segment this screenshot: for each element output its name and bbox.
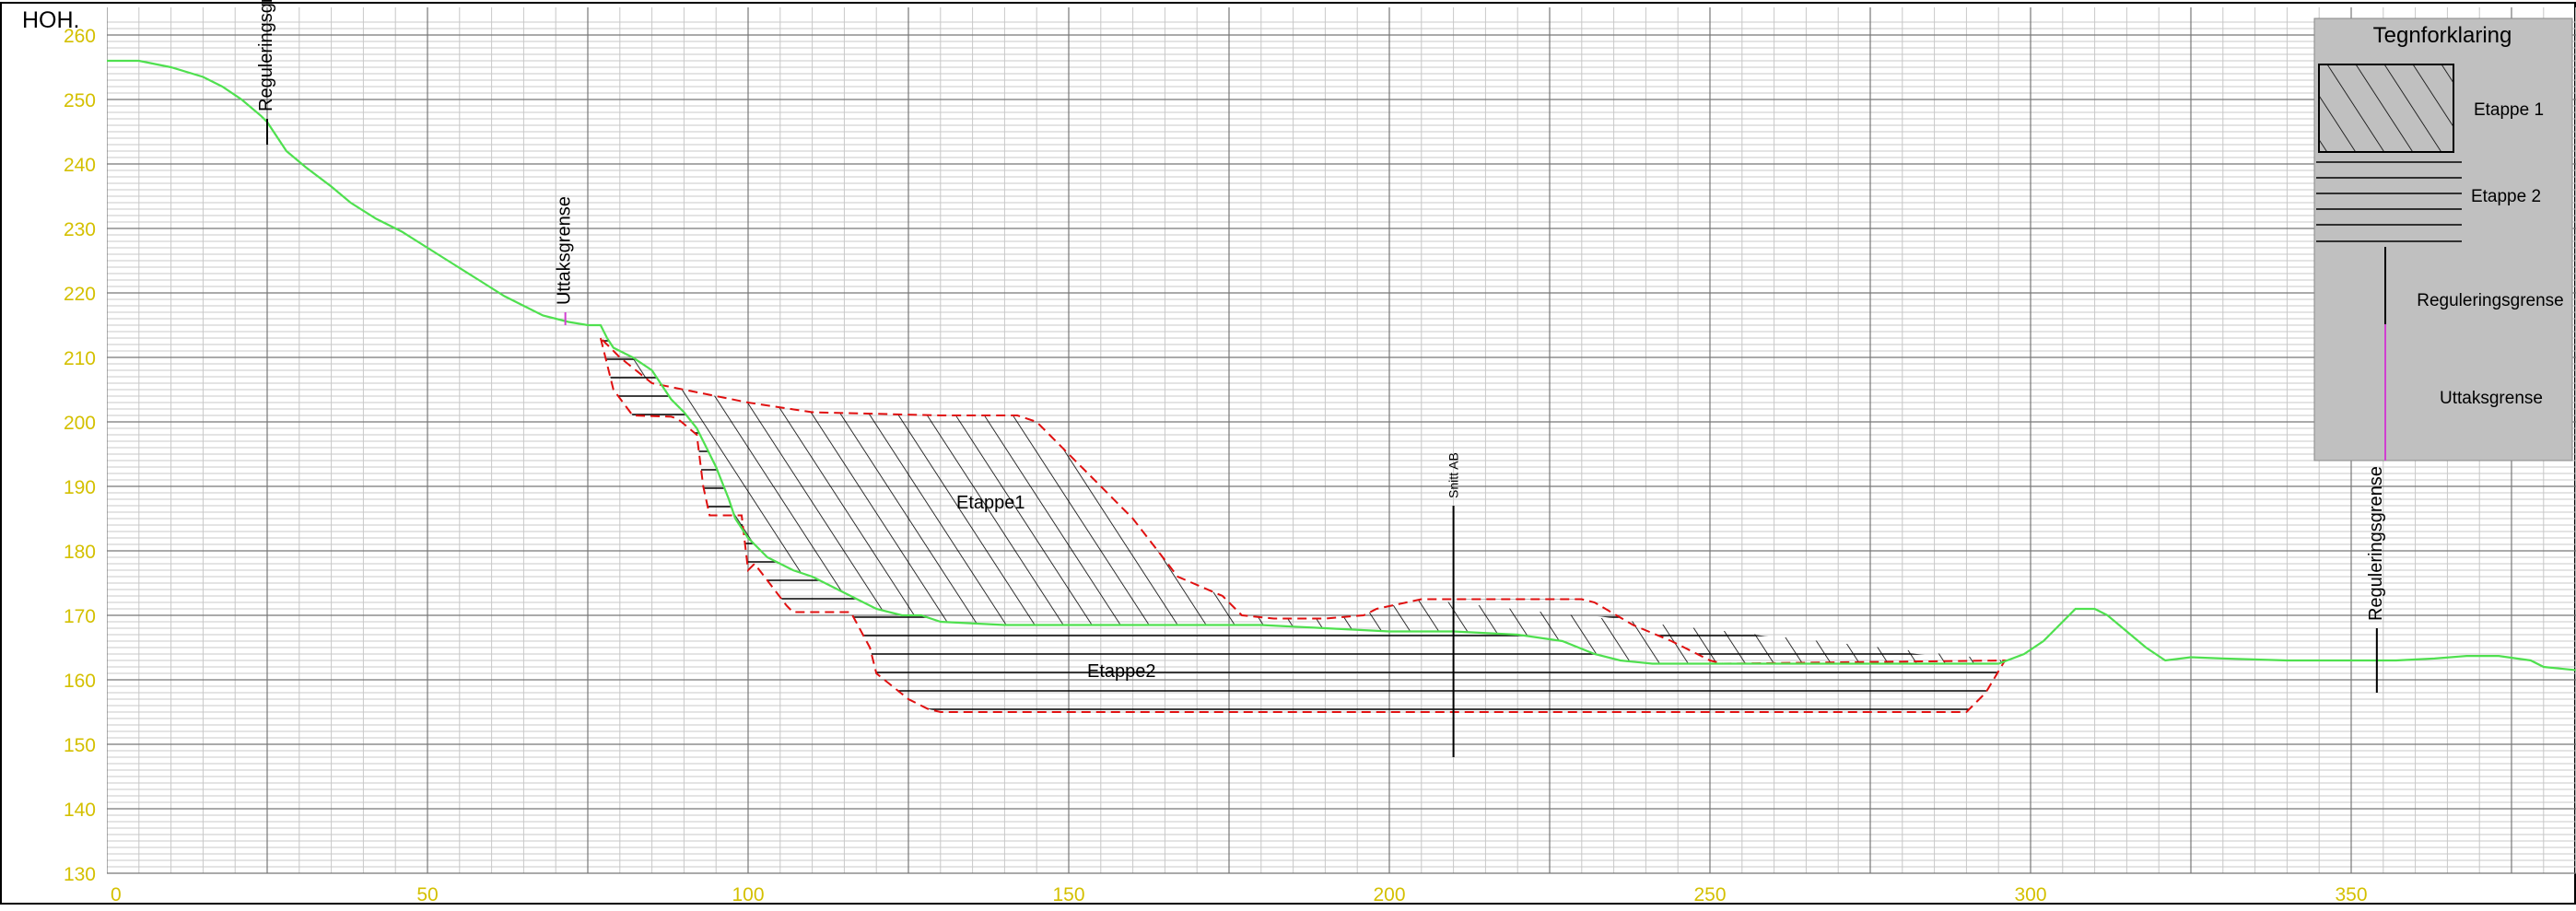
extraction-boundary [599, 337, 2007, 713]
legend-etappe2-label: Etappe 2 [2471, 187, 2541, 206]
annotation-label: Reguleringsgrense [2366, 466, 2386, 621]
x-tick-label: 250 [1693, 884, 1726, 905]
annotation-label: Snitt AB [1446, 452, 1461, 498]
annotations: Reguleringsgrense Uttaksgrense Snitt AB Reg… [256, 0, 2386, 757]
x-tick-label: 150 [1052, 884, 1084, 905]
y-tick-label: 230 [64, 219, 96, 240]
x-tick-label: 0 [111, 884, 122, 905]
legend-reguleringsgrense-label: Reguleringsgrense [2417, 291, 2564, 310]
y-tick-label: 240 [64, 155, 96, 176]
y-axis-unit-label: HOH. [22, 7, 80, 33]
legend-etappe2-swatch [2316, 161, 2462, 242]
y-tick-label: 140 [64, 800, 96, 821]
legend-etappe1-label: Etappe 1 [2474, 100, 2544, 120]
y-tick-label: 180 [64, 542, 96, 563]
x-tick-label: 50 [416, 884, 438, 905]
etappe2-area [600, 325, 2006, 712]
x-tick-label: 100 [732, 884, 764, 905]
etappe2-label: Etappe2 [1087, 661, 1156, 682]
terrain-line [107, 59, 2576, 672]
y-tick-label: 170 [64, 606, 96, 627]
x-tick-label: 200 [1373, 884, 1405, 905]
x-tick-label: 350 [2335, 884, 2367, 905]
annotation-label: Reguleringsgrense [256, 0, 276, 111]
boundary-line [599, 337, 2007, 713]
y-tick-label: 210 [64, 348, 96, 369]
legend-etappe1-swatch [2318, 64, 2454, 153]
etappe1-label: Etappe1 [956, 493, 1025, 513]
y-tick-label: 150 [64, 735, 96, 756]
annotation-label: Uttaksgrense [555, 196, 575, 305]
y-tick-label: 190 [64, 477, 96, 498]
x-tick-label: 300 [2014, 884, 2046, 905]
x-axis: 0 50 100 150 200 250 300 350 [111, 884, 2368, 905]
y-tick-label: 260 [64, 26, 96, 47]
etappe1-area [600, 325, 2006, 664]
legend: Tegnforklaring Etappe 1 Etappe 2 Reguler… [2313, 18, 2573, 461]
y-tick-label: 220 [64, 284, 96, 305]
y-tick-label: 250 [64, 90, 96, 111]
legend-title: Tegnforklaring [2373, 23, 2512, 48]
y-tick-label: 160 [64, 671, 96, 692]
y-axis: 130 140 150 160 170 180 190 200 210 220 230 240 250 2… [64, 26, 96, 885]
legend-uttaksgrense-label: Uttaksgrense [2440, 389, 2543, 408]
fills [600, 325, 2006, 712]
y-tick-label: 200 [64, 413, 96, 434]
terrain-series-line [107, 59, 2576, 672]
grid [107, 7, 2576, 874]
y-tick-label: 130 [64, 864, 96, 885]
